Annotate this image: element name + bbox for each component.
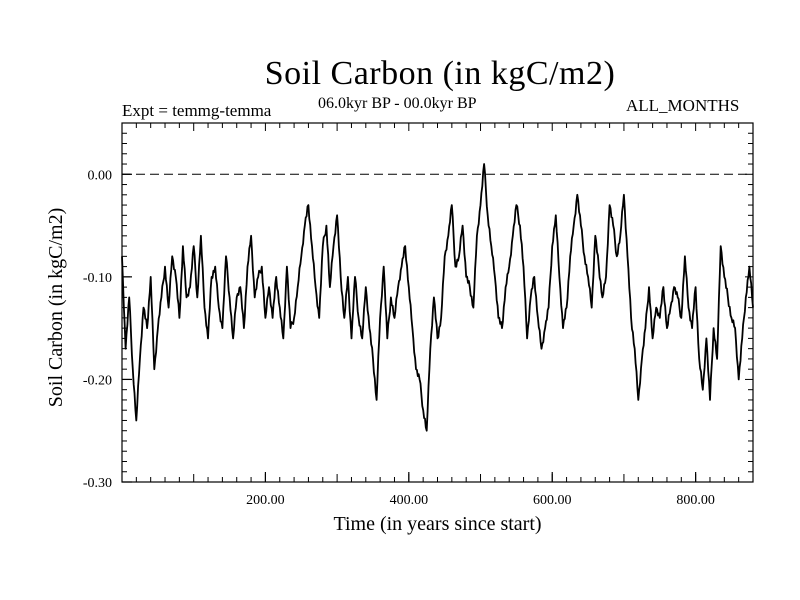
- data-series-line: [121, 163, 754, 432]
- x-tick-labels: 200.00 400.00 600.00 800.00: [246, 493, 715, 508]
- y-tick-labels: -0.30 -0.20 -0.10 0.00: [83, 168, 112, 491]
- y-tick-label: 0.00: [88, 168, 113, 183]
- months-label: ALL_MONTHS: [626, 96, 740, 115]
- x-axis-title: Time (in years since start): [333, 513, 541, 535]
- chart-title: Soil Carbon (in kgC/m2): [264, 55, 616, 92]
- minor-ticks: [122, 123, 753, 482]
- x-tick-label: 600.00: [533, 493, 572, 508]
- x-tick-label: 400.00: [390, 493, 429, 508]
- plot-frame: [121, 122, 754, 483]
- y-tick-label: -0.10: [83, 271, 112, 286]
- experiment-label: Expt = temmg-temma: [122, 101, 272, 120]
- x-tick-label: 200.00: [246, 493, 285, 508]
- y-axis-title: Soil Carbon (in kgC/m2): [45, 208, 67, 407]
- x-tick-label: 800.00: [676, 493, 715, 508]
- y-tick-label: -0.20: [83, 373, 112, 388]
- y-tick-label: -0.30: [83, 476, 112, 491]
- period-label: 06.0kyr BP - 00.0kyr BP: [318, 95, 477, 112]
